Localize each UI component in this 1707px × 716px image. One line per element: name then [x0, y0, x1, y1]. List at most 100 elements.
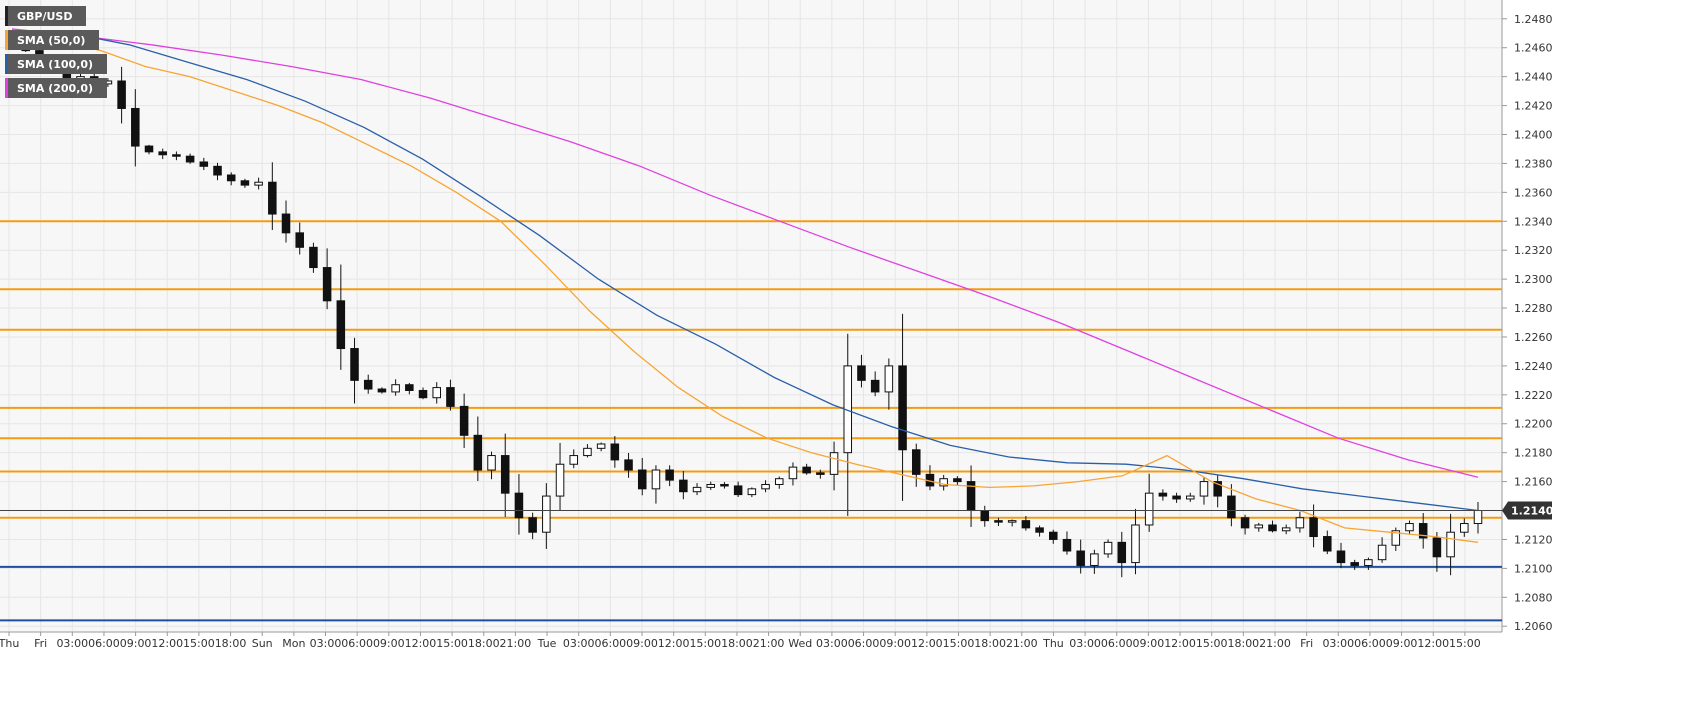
candle-body[interactable]: [418, 389, 428, 399]
candle-body[interactable]: [651, 469, 661, 490]
candle-body[interactable]: [692, 486, 702, 493]
candle-body[interactable]: [199, 161, 209, 167]
candle-body[interactable]: [1432, 537, 1442, 558]
candle-body[interactable]: [1144, 492, 1154, 526]
candle-body[interactable]: [1186, 495, 1195, 500]
candle-body[interactable]: [994, 520, 1003, 523]
candle-body[interactable]: [268, 181, 277, 215]
candle-body[interactable]: [1405, 523, 1414, 532]
candle-body[interactable]: [679, 479, 688, 493]
candle-body[interactable]: [555, 463, 565, 497]
candle-body[interactable]: [953, 478, 962, 483]
candle-body[interactable]: [1007, 520, 1017, 523]
candle-body[interactable]: [172, 154, 181, 157]
candle-body[interactable]: [569, 455, 579, 465]
candle-body[interactable]: [1268, 524, 1277, 532]
candle-body[interactable]: [473, 434, 483, 471]
candle-body[interactable]: [980, 510, 990, 522]
legend-item-sma100[interactable]: SMA (100,0): [5, 54, 108, 74]
candle-body[interactable]: [1062, 538, 1072, 552]
candle-body[interactable]: [898, 365, 907, 451]
candle-body[interactable]: [500, 455, 510, 494]
candle-body[interactable]: [144, 145, 154, 153]
candle-body[interactable]: [185, 155, 195, 163]
candle-body[interactable]: [1117, 541, 1127, 564]
candle-body[interactable]: [254, 181, 263, 186]
candle-body[interactable]: [336, 300, 346, 350]
candle-body[interactable]: [802, 466, 811, 474]
candle-body[interactable]: [870, 379, 880, 393]
candle-body[interactable]: [706, 483, 716, 488]
candle-body[interactable]: [1227, 495, 1236, 519]
candle-body[interactable]: [624, 459, 633, 471]
candle-body[interactable]: [1473, 510, 1483, 525]
candle-body[interactable]: [1035, 527, 1044, 533]
candle-body[interactable]: [637, 469, 647, 490]
candle-body[interactable]: [884, 365, 894, 393]
candle-body[interactable]: [322, 267, 332, 302]
candle-body[interactable]: [747, 488, 757, 496]
candle-body[interactable]: [213, 165, 222, 176]
candle-body[interactable]: [1295, 517, 1305, 529]
candle-body[interactable]: [774, 478, 784, 485]
candle-body[interactable]: [459, 405, 469, 436]
candle-body[interactable]: [816, 472, 825, 475]
candle-body[interactable]: [1309, 517, 1318, 538]
candle-body[interactable]: [377, 388, 387, 393]
candle-body[interactable]: [1172, 495, 1181, 500]
candle-body[interactable]: [542, 495, 551, 533]
candle-body[interactable]: [610, 443, 620, 461]
candle-body[interactable]: [788, 466, 798, 480]
candle-body[interactable]: [1240, 517, 1250, 529]
candle-body[interactable]: [1021, 520, 1031, 529]
candle-body[interactable]: [240, 180, 250, 186]
candle-body[interactable]: [583, 447, 592, 457]
candle-body[interactable]: [720, 483, 729, 487]
legend-item-sma50[interactable]: SMA (50,0): [5, 30, 100, 50]
candle-body[interactable]: [131, 107, 140, 147]
candle-body[interactable]: [281, 213, 291, 234]
candle-body[interactable]: [1103, 541, 1113, 555]
candle-body[interactable]: [1364, 559, 1373, 566]
candle-body[interactable]: [911, 449, 921, 475]
candle-body[interactable]: [1199, 481, 1209, 497]
candle-body[interactable]: [350, 348, 359, 381]
candle-body[interactable]: [733, 485, 743, 496]
candle-body[interactable]: [829, 452, 839, 475]
candle-body[interactable]: [295, 232, 304, 248]
candle-body[interactable]: [405, 384, 414, 391]
candle-body[interactable]: [1076, 550, 1085, 566]
candle-body[interactable]: [1446, 531, 1455, 558]
candle-body[interactable]: [761, 483, 770, 490]
candle-body[interactable]: [487, 455, 496, 471]
candle-body[interactable]: [514, 492, 524, 519]
candle-body[interactable]: [363, 379, 373, 390]
candle-body[interactable]: [1460, 523, 1469, 533]
legend-item-sma200[interactable]: SMA (200,0): [5, 78, 108, 98]
candle-body[interactable]: [158, 151, 167, 156]
candle-body[interactable]: [596, 443, 606, 449]
candle-body[interactable]: [1418, 523, 1428, 539]
candle-body[interactable]: [391, 384, 400, 393]
candle-body[interactable]: [309, 246, 318, 269]
legend-item-symbol[interactable]: GBP/USD: [5, 6, 87, 26]
candle-body[interactable]: [665, 469, 674, 481]
candle-body[interactable]: [117, 80, 126, 109]
candle-body[interactable]: [226, 174, 236, 182]
candle-body[interactable]: [1391, 530, 1401, 546]
candle-body[interactable]: [1254, 524, 1264, 529]
candle-body[interactable]: [1131, 524, 1140, 564]
candle-body[interactable]: [1336, 550, 1346, 564]
candle-body[interactable]: [446, 387, 455, 407]
candle-body[interactable]: [1350, 562, 1359, 566]
candle-body[interactable]: [1090, 553, 1099, 566]
candle-body[interactable]: [1049, 531, 1058, 540]
candle-body[interactable]: [857, 365, 866, 381]
candle-body[interactable]: [1323, 536, 1332, 552]
candle-body[interactable]: [939, 478, 948, 487]
candle-body[interactable]: [1158, 492, 1168, 497]
candle-body[interactable]: [528, 517, 537, 533]
candle-body[interactable]: [1377, 544, 1387, 561]
candle-body[interactable]: [432, 387, 441, 399]
